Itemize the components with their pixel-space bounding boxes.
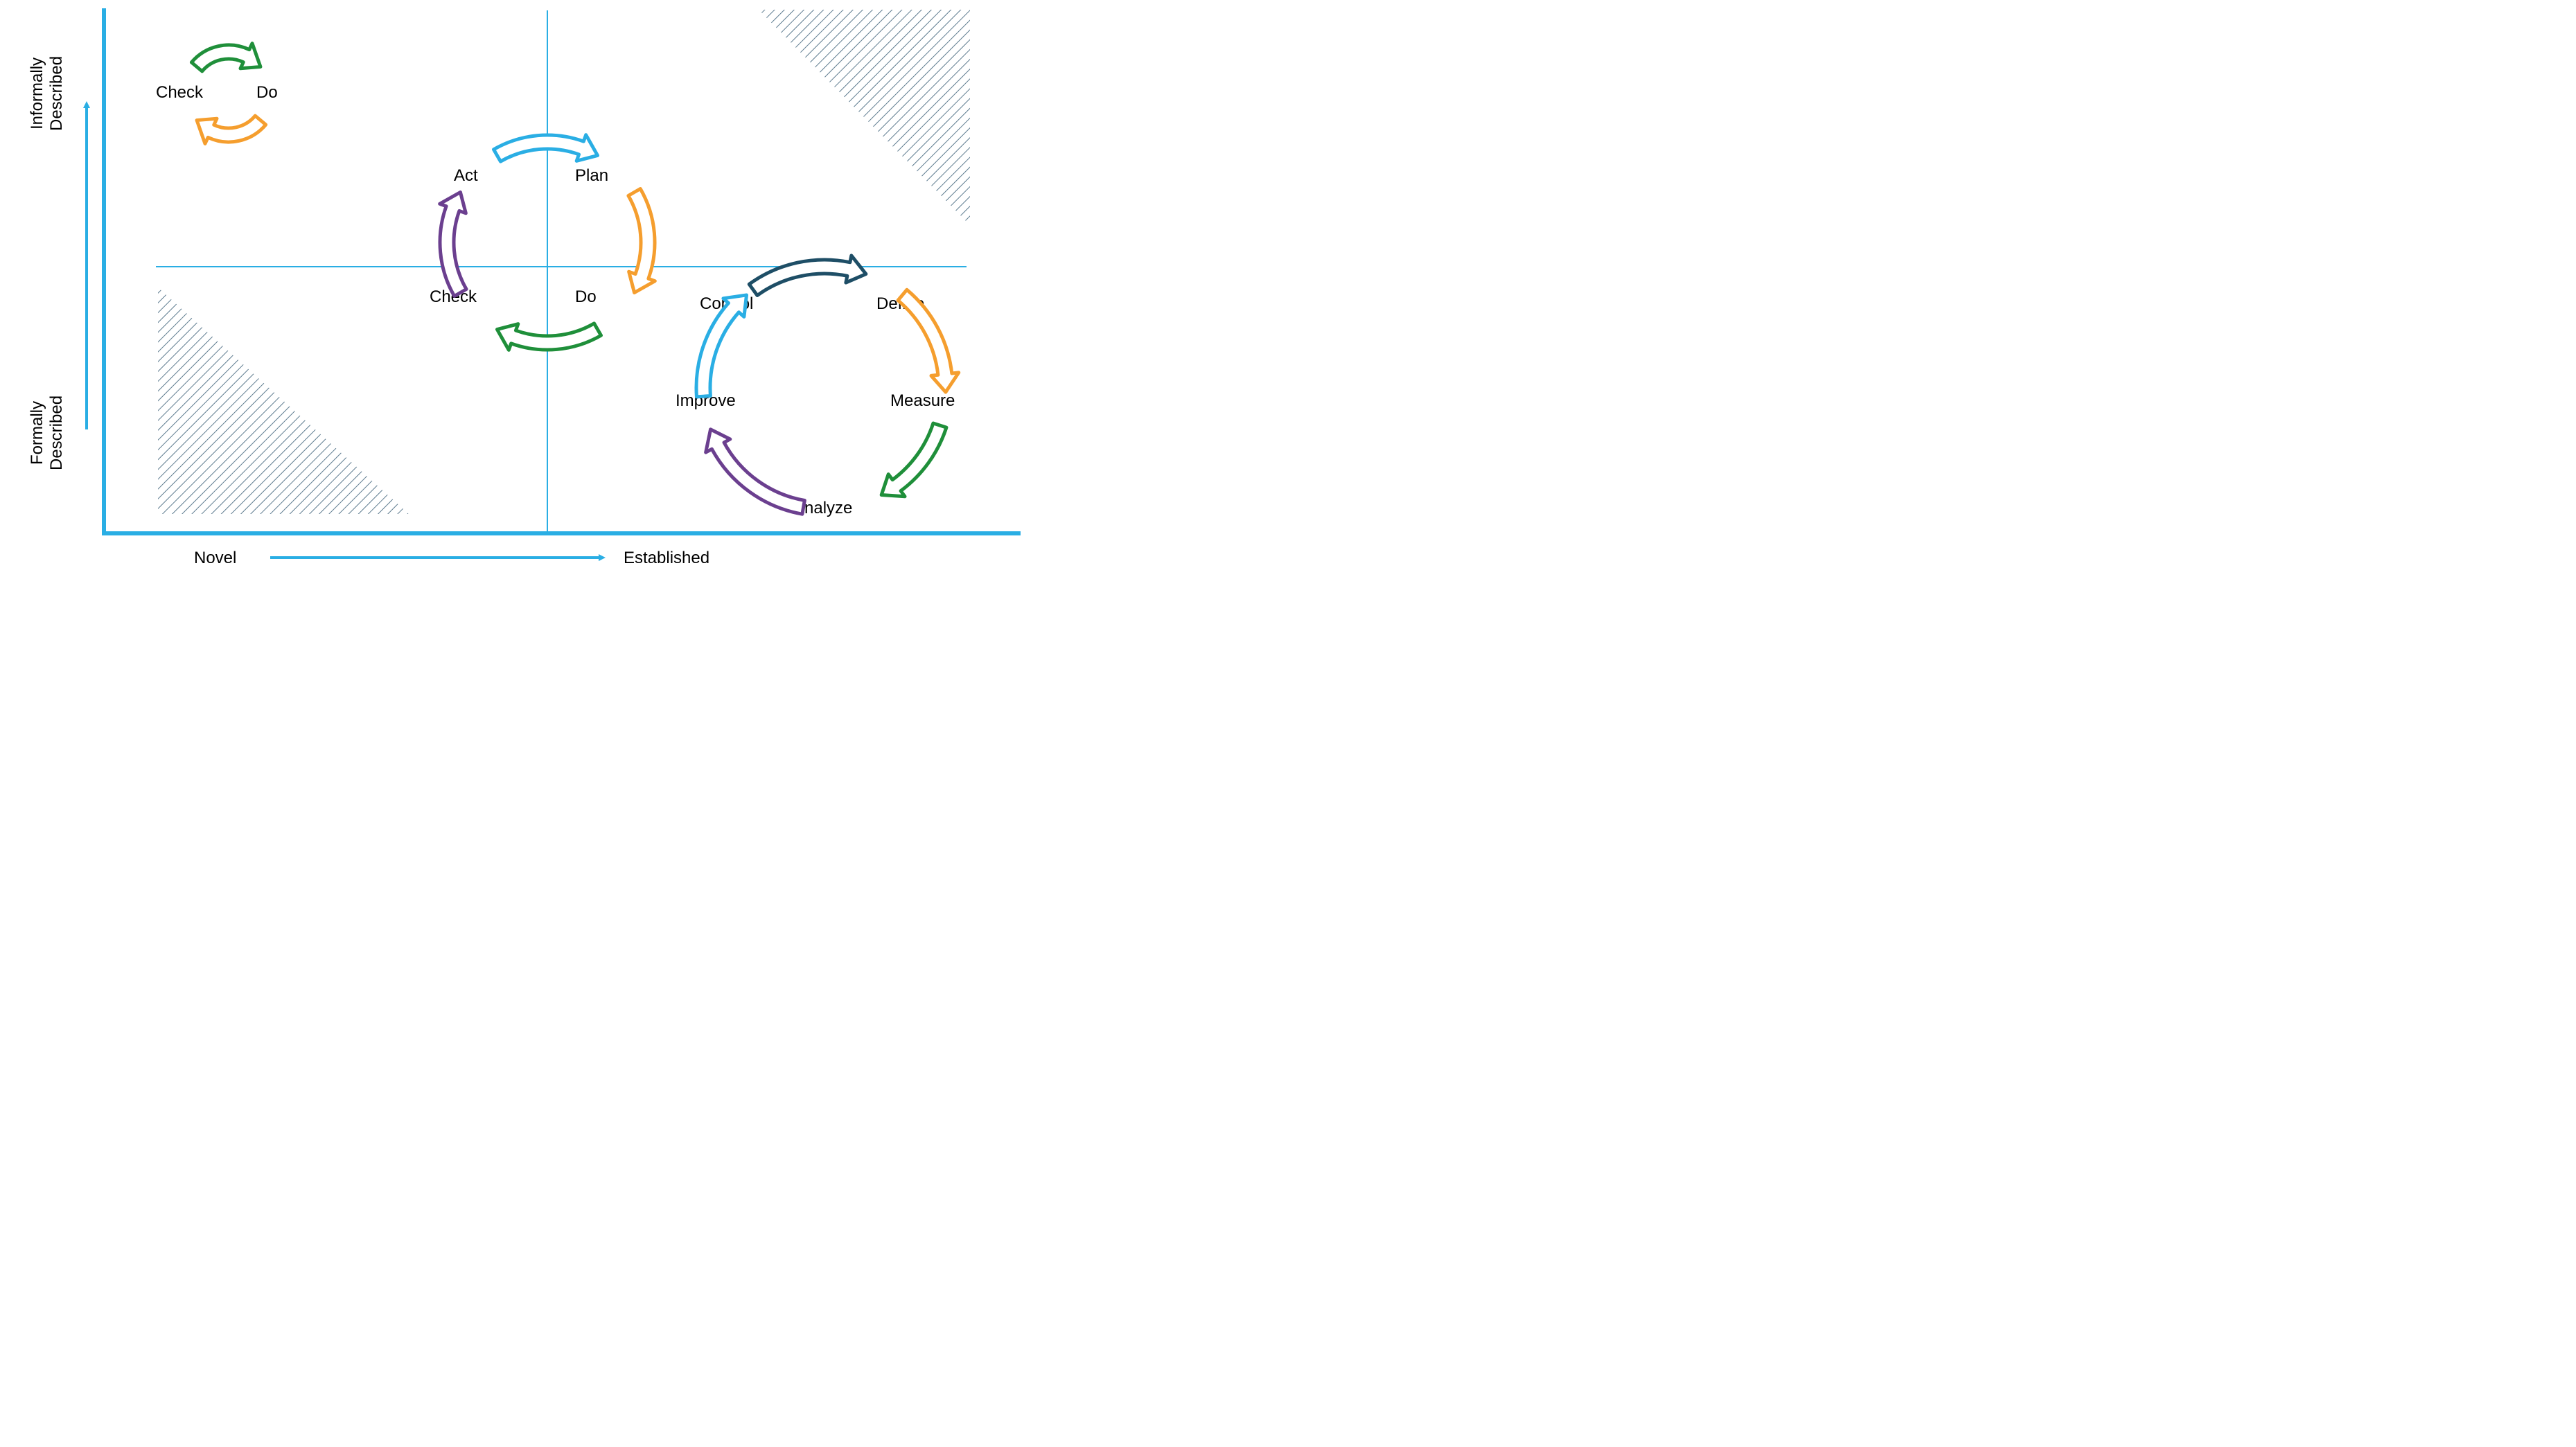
hatched-region-1 [759, 10, 970, 225]
hatched-region-0 [158, 287, 409, 514]
diagram-svg [0, 0, 1030, 578]
diagram-stage: Informally Described Formally Described … [0, 0, 1030, 578]
